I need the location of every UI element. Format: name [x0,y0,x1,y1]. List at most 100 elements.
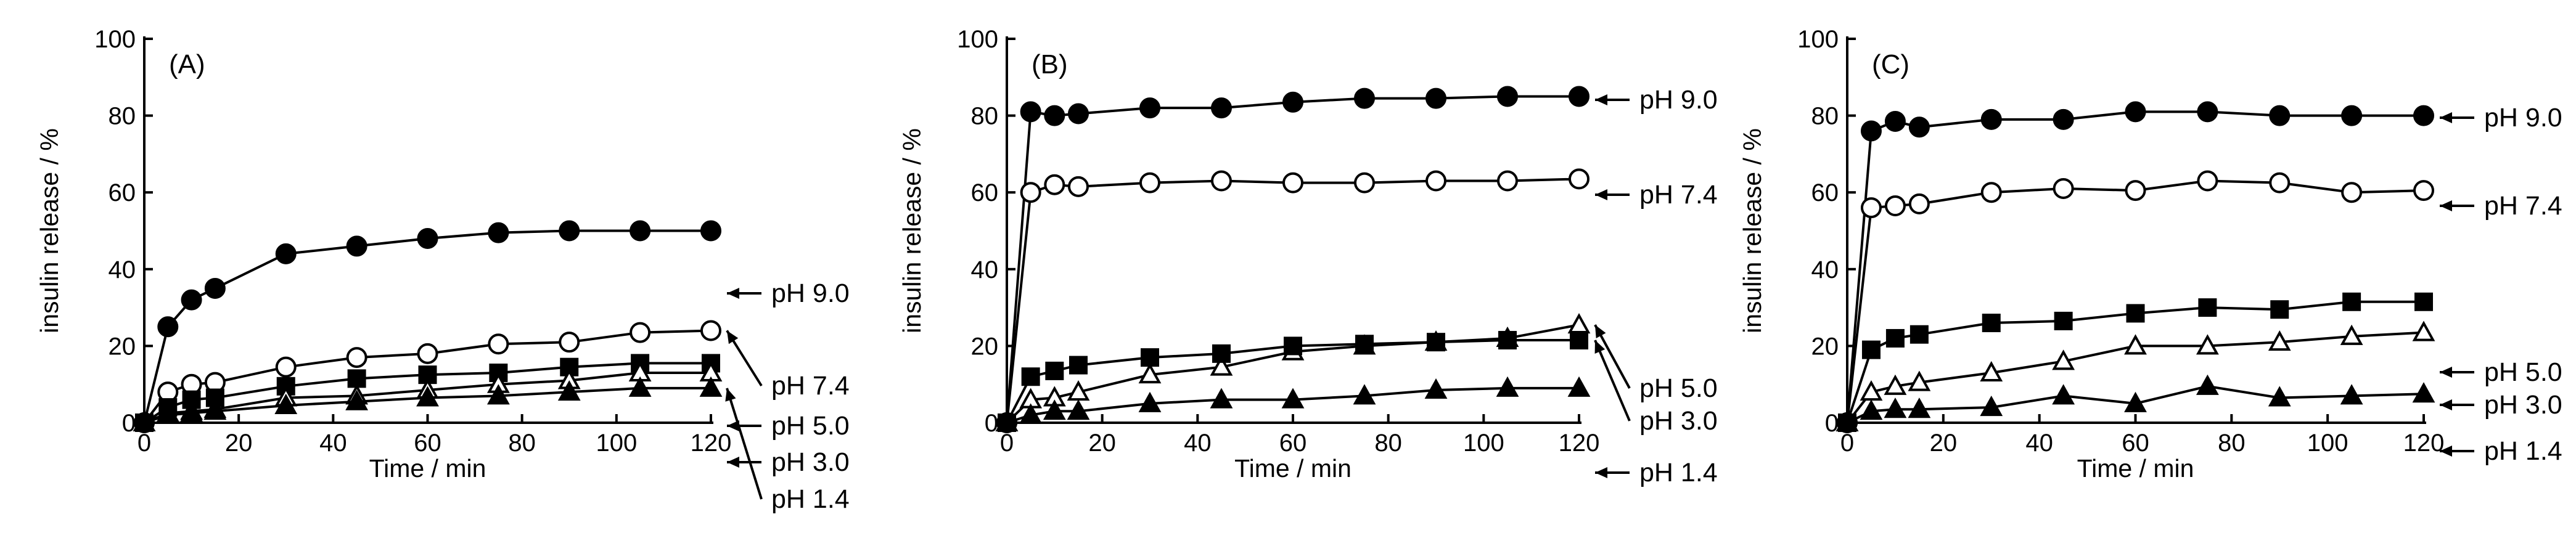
panel-c: 0 20 40 60 80 100 0 20 40 60 80 100 120 Time / min ins… [1738,26,2562,483]
series-line [1006,177,1580,423]
x-tick-label: 120 [2403,430,2445,457]
data-point [1211,170,1232,192]
data-point [1836,410,1859,431]
data-point [1138,391,1162,412]
series-label-arrow [1594,324,1631,389]
data-point [1980,108,2002,130]
data-point [416,386,439,407]
series-pH-5-0: pH 5.0 [135,354,850,441]
y-tick-label: 0 [985,410,998,437]
data-point [1282,91,1303,113]
data-point [2053,177,2074,199]
x-tick-label: 40 [2025,430,2053,457]
data-point [700,320,721,341]
data-point [2268,330,2291,351]
series-label: pH 5.0 [2484,357,2562,387]
x-tick-label: 20 [225,430,253,457]
data-point [1021,367,1040,386]
data-point [1020,182,1041,203]
data-point [488,222,509,243]
data-point [630,220,651,242]
x-tick-label: 40 [1184,430,1212,457]
data-point [1210,388,1233,409]
data-point [1138,363,1162,384]
x-tick-label: 0 [1840,430,1854,457]
data-point [2196,374,2219,395]
data-point [1860,120,1882,142]
series-label-arrow [1595,94,1630,105]
data-point [417,227,438,249]
y-tick-label: 20 [109,333,136,360]
y-tick-label: 100 [957,26,998,53]
series-label-arrow [727,288,761,299]
data-point [2340,384,2363,405]
series-label: pH 3.0 [771,447,850,477]
data-point [2414,292,2433,311]
y-tick-label: 40 [971,256,999,283]
y-tick-label: 40 [109,256,136,283]
data-point [559,332,580,353]
data-point [1909,325,1929,344]
data-point [2342,292,2361,311]
series-pH-1-4: pH 1.4 [133,376,850,514]
data-point [2052,384,2075,405]
x-tick-label: 120 [691,430,732,457]
series-label: pH 9.0 [2484,103,2562,132]
data-point [486,384,510,405]
data-point [1045,361,1064,380]
data-point [1210,355,1233,376]
y-tick-label: 40 [1811,256,1839,283]
x-axis-title: Time / min [2077,454,2194,483]
data-point [1044,105,1065,126]
data-point [2270,300,2289,319]
data-point [156,403,179,424]
series-label: pH 9.0 [1639,85,1718,115]
data-point [346,235,367,257]
data-point [1884,397,1907,418]
data-point [1068,176,1089,197]
x-tick-label: 100 [1463,430,1504,457]
series-pH-9-0: pH 9.0 [996,85,1718,433]
data-point [2413,180,2434,202]
data-point [1354,88,1375,109]
y-tick-label: 80 [1811,103,1839,130]
data-point [1043,399,1066,420]
series-line [1006,95,1579,423]
data-point [1980,361,2003,382]
data-point [1860,399,1883,420]
series-label-arrow [2440,367,2474,378]
series-label: pH 3.0 [1639,406,1718,436]
y-tick-label: 80 [971,103,999,130]
data-point [2340,324,2363,345]
data-point [2269,172,2291,193]
data-point [2125,180,2146,202]
data-point [1020,101,1041,123]
x-tick-label: 20 [1088,430,1116,457]
data-point [345,389,369,410]
data-point [1212,344,1231,363]
data-point [1427,333,1445,352]
series-label: pH 1.4 [2484,436,2562,466]
data-point [2125,101,2146,123]
x-tick-label: 60 [2122,430,2149,457]
data-point [1884,110,1906,132]
x-tick-label: 80 [508,430,536,457]
series-label-arrow [727,420,761,431]
panel-a: 0 20 40 60 80 100 0 20 40 60 80 100 120 Time / min ins… [35,26,850,514]
series-pH-7-4: pH 7.4 [1837,170,2562,433]
data-point [559,220,580,242]
data-point [2412,320,2435,341]
series-pH-7-4: pH 7.4 [996,168,1718,433]
data-point [1281,388,1305,409]
y-tick-label: 100 [94,26,136,53]
series-line [1846,179,2424,423]
data-point [1860,380,1883,401]
panel-label: (B) [1032,49,1068,79]
series-pH-1-4: pH 1.4 [995,376,1718,487]
series-pH-3-0: pH 3.0 [1836,320,2562,431]
data-point [1908,193,1930,214]
data-point [1282,172,1303,193]
data-point [628,376,652,397]
data-point [181,289,202,311]
data-point [275,243,297,264]
